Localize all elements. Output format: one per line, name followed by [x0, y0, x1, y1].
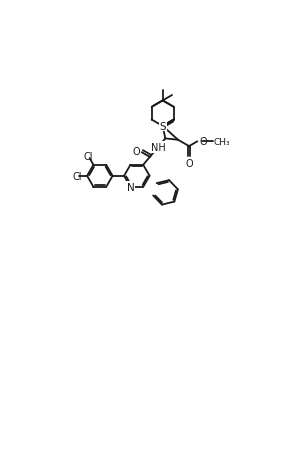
Text: Cl: Cl — [84, 152, 93, 162]
Text: O: O — [185, 158, 193, 168]
Text: CH₃: CH₃ — [214, 138, 230, 147]
Text: S: S — [159, 122, 166, 132]
Text: NH: NH — [151, 143, 165, 153]
Text: Cl: Cl — [73, 171, 82, 181]
Text: O: O — [133, 147, 140, 157]
Text: O: O — [199, 137, 207, 147]
Text: N: N — [126, 183, 134, 193]
